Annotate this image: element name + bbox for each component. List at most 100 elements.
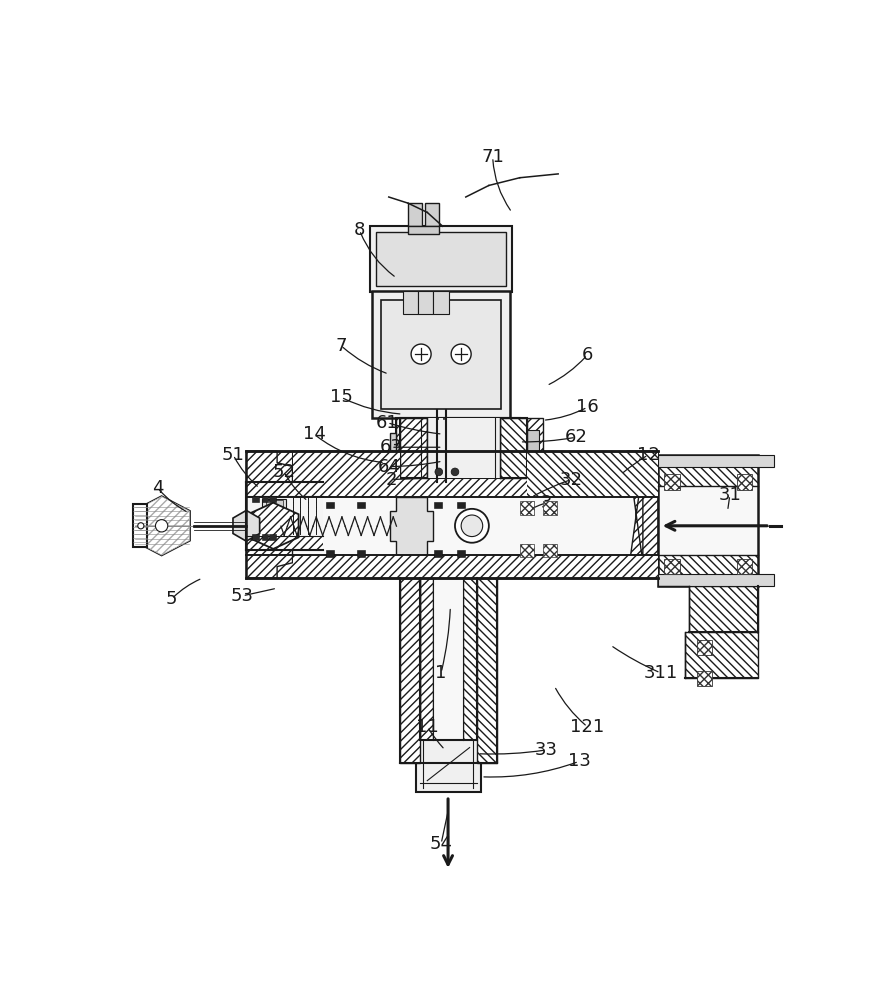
- Bar: [432, 418, 450, 426]
- Bar: [425, 203, 439, 226]
- Text: 64: 64: [377, 458, 400, 476]
- Bar: [434, 435, 448, 443]
- Bar: [408, 203, 422, 226]
- Bar: [542, 544, 556, 557]
- Polygon shape: [495, 418, 520, 478]
- Bar: [253, 496, 259, 502]
- Text: 121: 121: [570, 718, 605, 736]
- Polygon shape: [134, 497, 190, 555]
- Text: 2: 2: [385, 471, 397, 489]
- Bar: [262, 496, 268, 502]
- Bar: [458, 550, 465, 557]
- Circle shape: [435, 468, 443, 476]
- Text: 32: 32: [560, 471, 583, 489]
- Bar: [737, 559, 752, 574]
- Text: 15: 15: [330, 388, 353, 406]
- Circle shape: [137, 523, 144, 529]
- Bar: [326, 550, 334, 557]
- Bar: [401, 418, 528, 478]
- Text: 8: 8: [354, 221, 365, 239]
- Bar: [382, 300, 501, 409]
- Bar: [266, 500, 283, 510]
- Polygon shape: [292, 451, 339, 482]
- Bar: [664, 559, 680, 574]
- Polygon shape: [658, 574, 774, 586]
- Bar: [247, 496, 324, 536]
- Polygon shape: [526, 430, 539, 453]
- Circle shape: [156, 520, 168, 532]
- Polygon shape: [247, 451, 658, 497]
- Bar: [357, 502, 365, 508]
- Bar: [375, 232, 506, 286]
- Text: 61: 61: [376, 414, 399, 432]
- Circle shape: [461, 515, 483, 537]
- Bar: [542, 501, 556, 515]
- Polygon shape: [528, 451, 658, 497]
- Text: 62: 62: [564, 428, 587, 446]
- Polygon shape: [658, 455, 774, 466]
- Text: 1: 1: [436, 664, 447, 682]
- Polygon shape: [248, 503, 298, 549]
- Bar: [266, 522, 283, 531]
- Text: 311: 311: [643, 664, 678, 682]
- Polygon shape: [247, 536, 324, 550]
- Polygon shape: [390, 433, 396, 463]
- Polygon shape: [658, 455, 759, 486]
- Circle shape: [452, 468, 458, 476]
- Polygon shape: [478, 578, 497, 763]
- Bar: [434, 502, 442, 508]
- Polygon shape: [401, 418, 427, 478]
- Text: 54: 54: [430, 835, 452, 853]
- Bar: [696, 671, 712, 686]
- Bar: [458, 502, 465, 508]
- Bar: [433, 578, 464, 740]
- Bar: [396, 418, 520, 478]
- Bar: [658, 486, 759, 555]
- Text: 51: 51: [221, 446, 245, 464]
- Polygon shape: [685, 632, 759, 678]
- Polygon shape: [134, 497, 190, 555]
- Bar: [372, 291, 510, 418]
- Bar: [520, 501, 534, 515]
- Bar: [402, 291, 418, 314]
- Circle shape: [455, 509, 489, 543]
- Text: 12: 12: [637, 446, 660, 464]
- Bar: [270, 496, 276, 502]
- Polygon shape: [464, 578, 478, 740]
- Polygon shape: [292, 555, 658, 578]
- Text: 31: 31: [718, 486, 741, 504]
- Polygon shape: [247, 482, 324, 496]
- Text: 53: 53: [231, 587, 254, 605]
- Polygon shape: [247, 451, 292, 578]
- Bar: [262, 499, 286, 533]
- Text: 7: 7: [335, 337, 346, 355]
- Bar: [369, 226, 512, 292]
- Bar: [452, 422, 470, 451]
- Text: 14: 14: [303, 425, 326, 443]
- Polygon shape: [520, 418, 542, 460]
- Text: 5: 5: [166, 590, 178, 608]
- Bar: [253, 534, 259, 540]
- Circle shape: [411, 344, 431, 364]
- Bar: [737, 474, 752, 490]
- Bar: [418, 291, 433, 314]
- Bar: [427, 418, 500, 478]
- Bar: [416, 740, 481, 792]
- Polygon shape: [627, 451, 658, 578]
- Polygon shape: [247, 555, 658, 578]
- Bar: [357, 550, 365, 557]
- Bar: [133, 504, 147, 547]
- Polygon shape: [690, 586, 759, 632]
- Bar: [433, 291, 449, 314]
- Circle shape: [452, 344, 471, 364]
- Polygon shape: [292, 451, 401, 497]
- Text: 63: 63: [380, 438, 402, 456]
- Polygon shape: [390, 497, 433, 555]
- Text: 6: 6: [582, 346, 593, 364]
- Bar: [520, 544, 534, 557]
- Polygon shape: [500, 418, 528, 478]
- Polygon shape: [233, 510, 260, 541]
- Text: 71: 71: [481, 148, 504, 166]
- Text: 52: 52: [272, 463, 296, 481]
- Text: 3: 3: [541, 494, 552, 512]
